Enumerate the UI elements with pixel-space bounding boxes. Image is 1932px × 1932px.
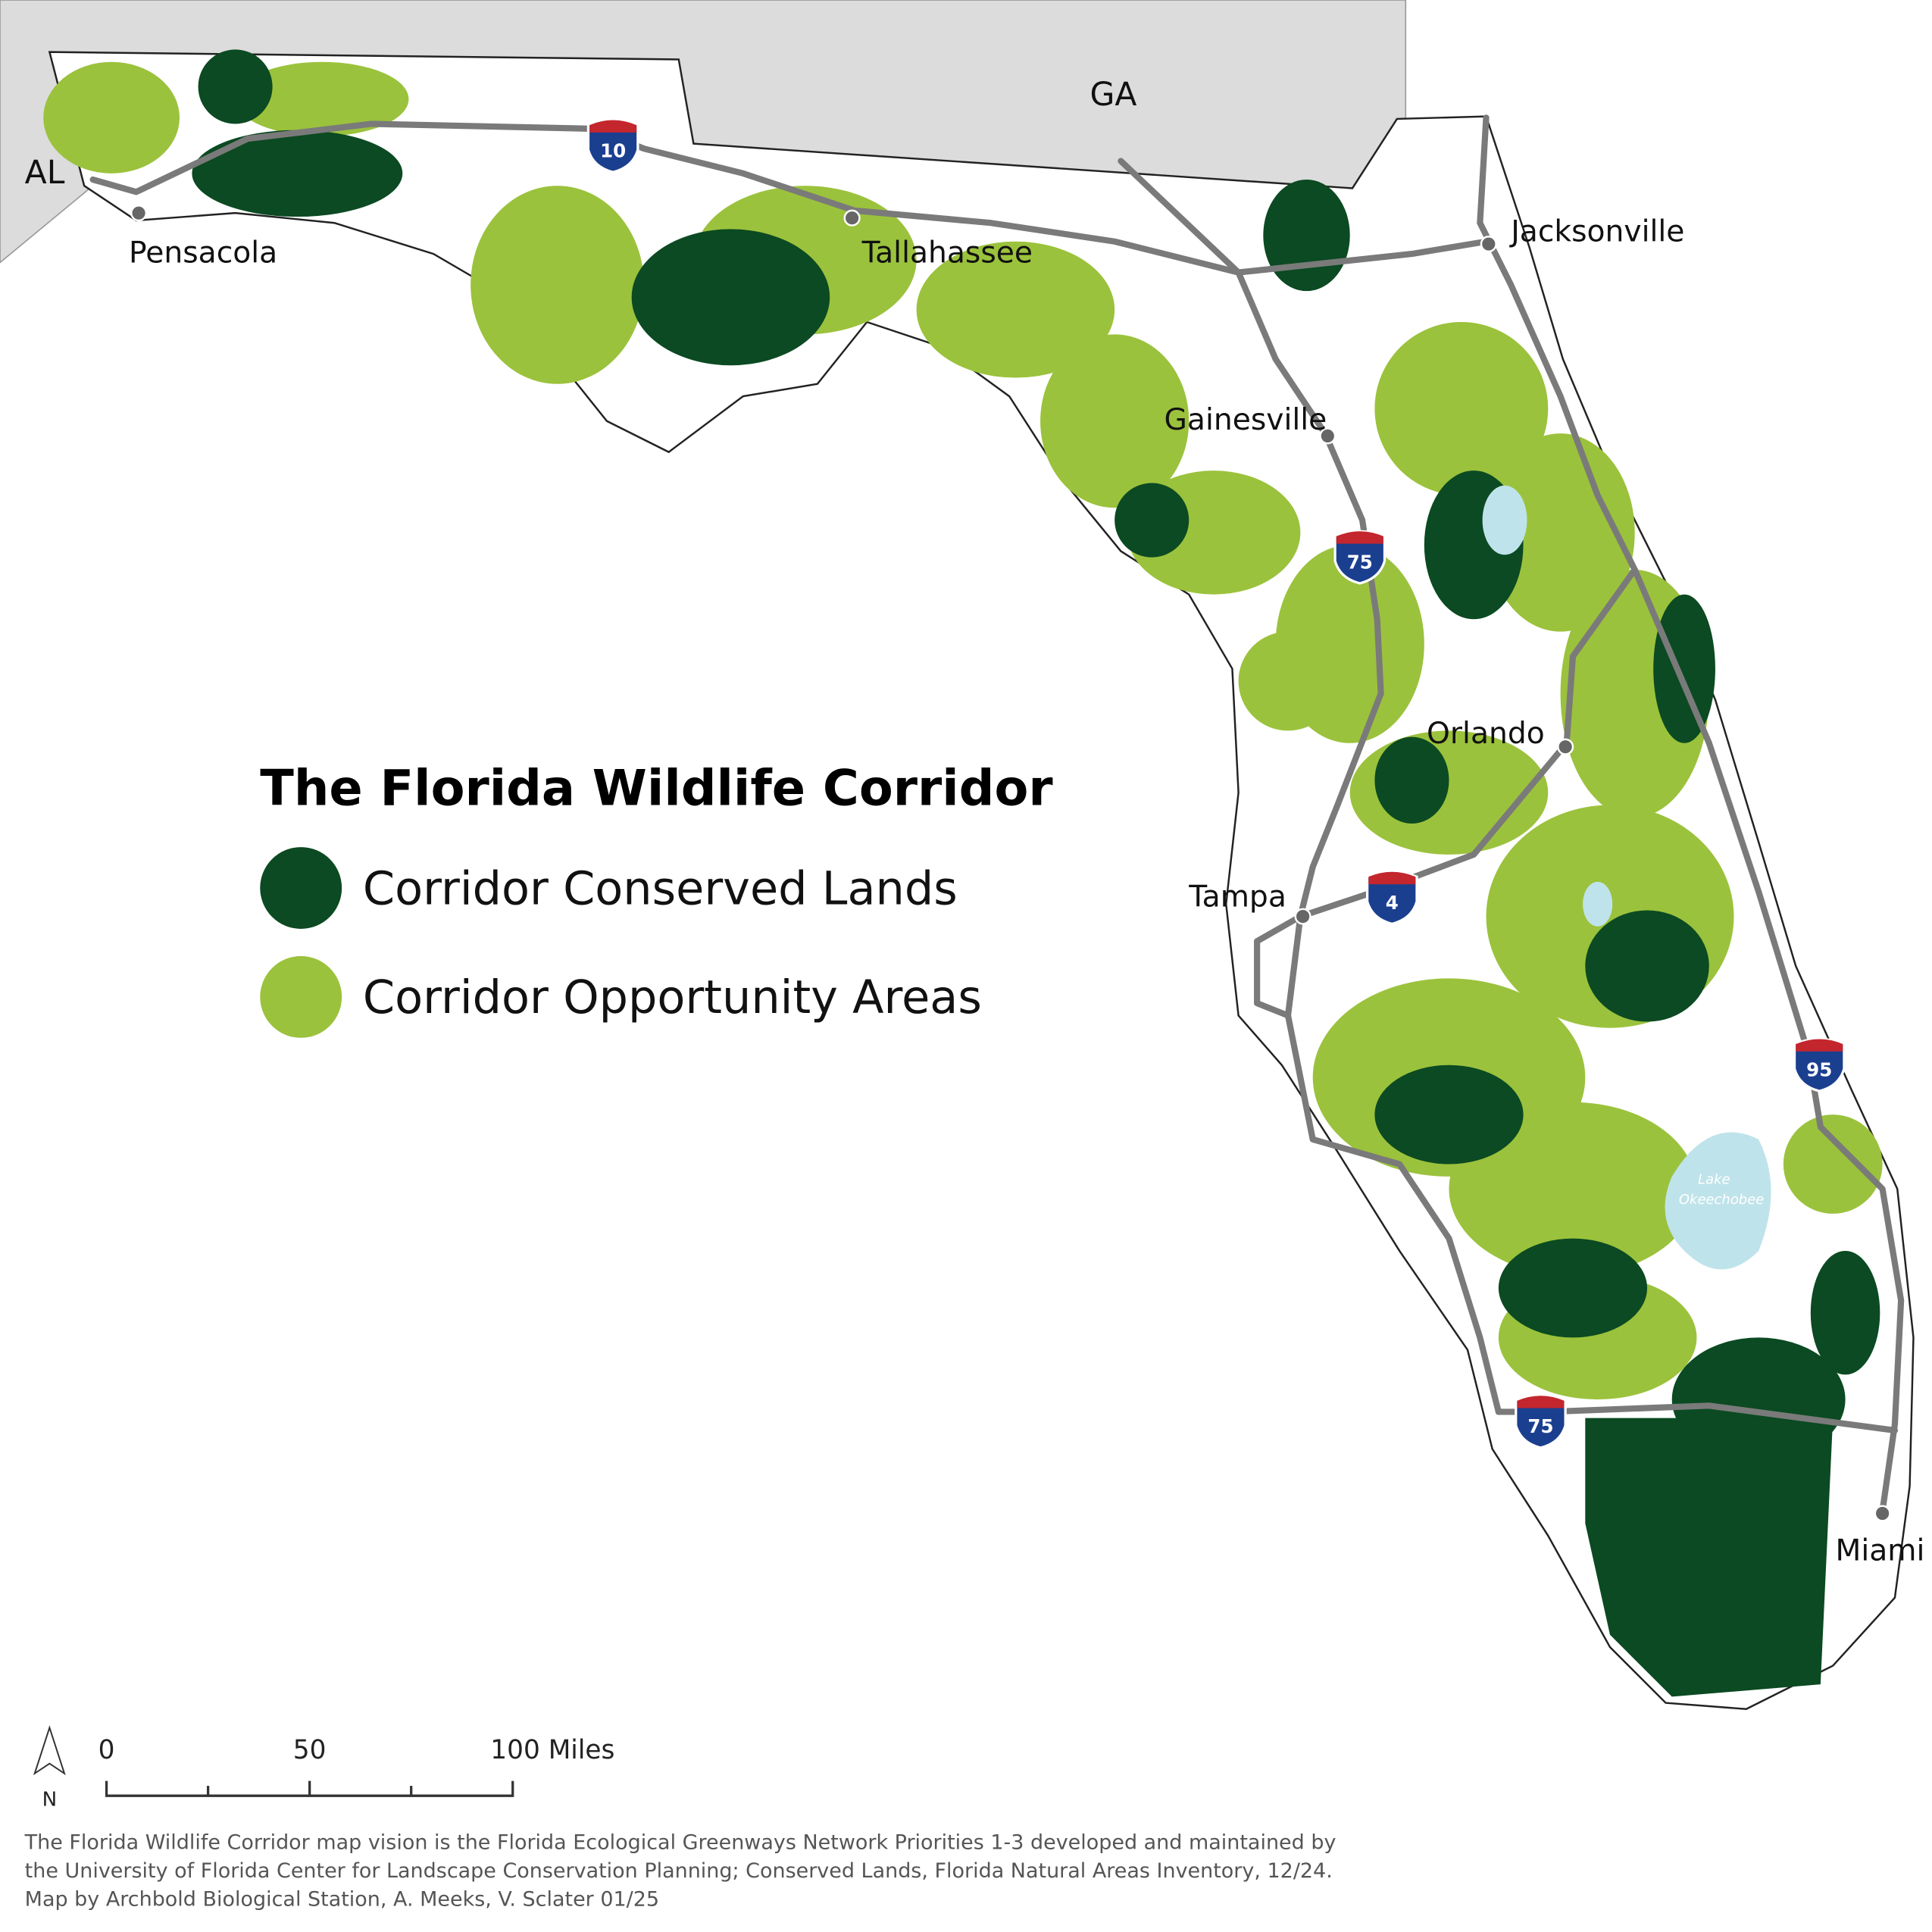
city-dot bbox=[1557, 738, 1574, 755]
lake-label: Lake bbox=[1698, 1172, 1730, 1188]
highway-number: 95 bbox=[1806, 1058, 1832, 1080]
highway-number: 75 bbox=[1347, 551, 1373, 573]
legend-label: Corridor Opportunity Areas bbox=[363, 971, 982, 1024]
scale-bar: N 0 50 100 Miles bbox=[33, 1725, 614, 1811]
highway-shield: 75 bbox=[1515, 1394, 1567, 1449]
city-label: Jacksonville bbox=[1508, 215, 1684, 249]
city-dot bbox=[1319, 427, 1336, 445]
cities: Pensacola Tallahassee Jacksonville Gainesvi… bbox=[129, 205, 1924, 1568]
highway-shields: 10 75 4 95 75 bbox=[586, 119, 1846, 1449]
city-label: Orlando bbox=[1427, 717, 1545, 751]
lake-label: Okeechobee bbox=[1679, 1192, 1764, 1208]
credit-line: The Florida Wildlife Corridor map vision… bbox=[24, 1830, 1336, 1854]
highway-shield: 10 bbox=[586, 119, 639, 174]
city-label: Gainesville bbox=[1165, 403, 1327, 437]
city-dot bbox=[1294, 908, 1311, 925]
highway-number: 75 bbox=[1527, 1415, 1553, 1437]
state-label: AL bbox=[25, 155, 65, 192]
legend-swatch bbox=[260, 955, 342, 1038]
highway-shield: 95 bbox=[1793, 1037, 1846, 1093]
legend-label: Corridor Conserved Lands bbox=[363, 862, 958, 915]
shield-top bbox=[1796, 1039, 1843, 1052]
legend-title: The Florida Wildlife Corridor bbox=[260, 759, 1053, 817]
city-label: Tampa bbox=[1188, 880, 1286, 914]
highway-number: 10 bbox=[600, 140, 626, 162]
scale-label: 50 bbox=[293, 1735, 327, 1765]
lakes bbox=[1482, 485, 1771, 1270]
city-dot bbox=[130, 205, 148, 222]
scale-label: 0 bbox=[98, 1735, 115, 1765]
city-label: Pensacola bbox=[129, 236, 277, 270]
city-dot bbox=[843, 209, 861, 227]
highway-shield: 4 bbox=[1365, 871, 1418, 926]
highway-number: 4 bbox=[1386, 892, 1399, 914]
credit-line: Map by Archbold Biological Station, A. M… bbox=[25, 1888, 659, 1912]
shield-top bbox=[1336, 531, 1383, 544]
credit-line: the University of Florida Center for Lan… bbox=[25, 1859, 1333, 1883]
shield-top bbox=[589, 120, 637, 133]
shield-top bbox=[1517, 1396, 1565, 1408]
legend-swatch bbox=[260, 847, 342, 929]
state-label: GA bbox=[1089, 77, 1136, 114]
city-dot bbox=[1480, 235, 1497, 253]
city-dot bbox=[1874, 1505, 1891, 1522]
shield-top bbox=[1368, 871, 1416, 885]
conserved-lands bbox=[192, 49, 1880, 1697]
city-label: Tallahassee bbox=[861, 236, 1033, 270]
north-label: N bbox=[42, 1788, 58, 1811]
legend: Corridor Conserved Lands Corridor Opportu… bbox=[260, 847, 982, 1038]
city-label: Miami bbox=[1835, 1534, 1924, 1568]
scale-label: 100 Miles bbox=[490, 1735, 614, 1765]
highway-shield: 75 bbox=[1333, 530, 1386, 585]
